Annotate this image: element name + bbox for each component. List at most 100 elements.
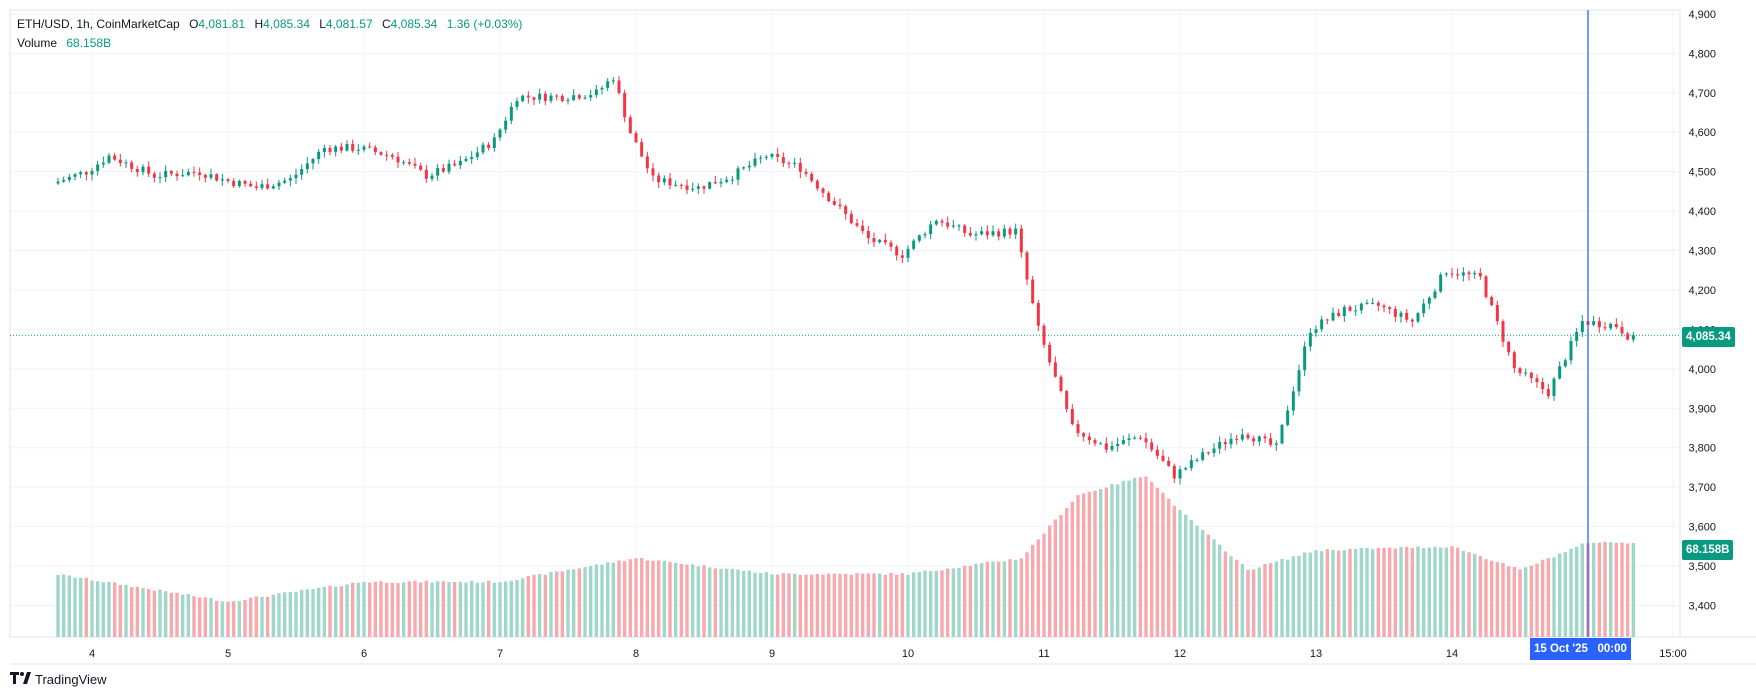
candle-body xyxy=(1320,319,1324,330)
volume-bar xyxy=(713,568,718,637)
candle-body xyxy=(1620,327,1624,334)
volume-bar xyxy=(520,578,525,637)
candle-body xyxy=(56,181,60,184)
candle-body xyxy=(747,165,751,168)
volume-bar xyxy=(940,570,944,637)
candle-body xyxy=(1461,272,1465,276)
candle-body xyxy=(821,188,825,193)
volume-bar xyxy=(804,574,808,637)
candle-body xyxy=(288,178,292,181)
legend-open-value: 4,081.81 xyxy=(198,17,246,31)
volume-bar xyxy=(906,574,910,637)
candle-body xyxy=(328,147,332,152)
candle-body xyxy=(475,152,479,157)
candle-body xyxy=(674,184,678,186)
volume-bar xyxy=(1121,480,1126,637)
candle-body xyxy=(1507,341,1511,353)
volume-bar xyxy=(169,592,174,637)
candle-body xyxy=(583,97,587,99)
candle-body xyxy=(509,106,513,121)
candle-body xyxy=(617,80,621,94)
candle-body xyxy=(645,156,649,169)
volume-tag: 68.158B xyxy=(1682,540,1734,560)
candle-body xyxy=(1172,465,1176,479)
legend-symbol[interactable]: ETH/USD, 1h, CoinMarketCap xyxy=(17,17,180,31)
candle-body xyxy=(1484,276,1488,297)
candle-body xyxy=(305,163,309,170)
volume-bar xyxy=(248,597,253,637)
candle-body xyxy=(1478,272,1482,277)
candle-body xyxy=(951,225,955,227)
volume-bar xyxy=(373,581,378,637)
candle-body xyxy=(844,206,848,214)
tradingview-logo[interactable]: TradingView xyxy=(10,672,107,687)
volume-bar xyxy=(1178,509,1182,637)
volume-bar xyxy=(911,572,916,637)
volume-bar xyxy=(1019,558,1024,637)
volume-bar xyxy=(1319,551,1324,637)
candle-body xyxy=(1552,378,1556,397)
volume-bar xyxy=(271,594,276,637)
volume-bar xyxy=(118,584,123,637)
y-tick-label: 3,700 xyxy=(1688,482,1716,494)
volume-bar xyxy=(469,580,474,637)
candle-body xyxy=(79,172,83,175)
volume-bar xyxy=(1013,559,1018,637)
candle-body xyxy=(872,238,876,243)
candle-body xyxy=(277,182,281,187)
candle-body xyxy=(1008,228,1012,235)
candle-body xyxy=(141,166,145,173)
volume-bar xyxy=(101,582,106,637)
volume-bar xyxy=(1336,550,1341,637)
volume-bar xyxy=(571,569,576,637)
volume-bar xyxy=(1127,480,1131,637)
candle-body xyxy=(1082,433,1086,437)
candle-body xyxy=(611,80,615,82)
volume-bar xyxy=(1291,556,1296,637)
legend-volume-label[interactable]: Volume xyxy=(17,36,58,50)
candle-body xyxy=(147,166,151,174)
volume-bar xyxy=(1421,548,1426,637)
x-tick-label: 13 xyxy=(1310,648,1322,660)
volume-bar xyxy=(1569,548,1573,637)
y-tick-label: 4,700 xyxy=(1688,88,1716,100)
volume-bar xyxy=(1552,557,1556,637)
candle-body xyxy=(1138,437,1142,439)
candle-body xyxy=(589,95,593,98)
candle-body xyxy=(1042,325,1046,345)
volume-bar xyxy=(78,578,83,637)
legend-ohlc-row: ETH/USD, 1h, CoinMarketCap O4,081.81 H4,… xyxy=(17,15,522,34)
volume-bar xyxy=(1631,543,1636,637)
volume-bar xyxy=(141,587,145,637)
candle-body xyxy=(362,146,366,150)
volume-bar xyxy=(1302,552,1307,637)
axes: 3,4003,5003,6003,7003,8003,9004,0004,100… xyxy=(89,9,1716,660)
volume-bar xyxy=(1030,544,1035,637)
candle-body xyxy=(1308,332,1312,347)
candle-body xyxy=(504,120,508,130)
candle-body xyxy=(1354,310,1358,312)
volume-bar xyxy=(243,599,247,637)
volume-bar xyxy=(1376,547,1381,637)
candle-body xyxy=(968,232,972,236)
candle-body xyxy=(249,183,253,187)
candle-body xyxy=(912,240,916,249)
volume-bar xyxy=(1206,534,1211,637)
volume-bar xyxy=(594,564,599,637)
volume-bar xyxy=(413,580,417,637)
volume-bar xyxy=(1382,547,1386,637)
volume-bar xyxy=(305,589,310,637)
legend-volume-value: 68.158B xyxy=(66,36,112,50)
last-price-tag: 4,085.34 xyxy=(1682,327,1735,347)
x-tick-label: 10 xyxy=(902,648,914,660)
candle-body xyxy=(855,223,859,226)
grid-lines xyxy=(9,9,1756,665)
candle-body xyxy=(186,171,190,176)
volume-bar xyxy=(350,582,355,637)
candle-body xyxy=(73,174,77,177)
volume-bar xyxy=(1535,563,1539,637)
candle-body xyxy=(929,224,933,235)
candle-body xyxy=(1065,391,1069,410)
volume-bar xyxy=(1217,544,1222,637)
